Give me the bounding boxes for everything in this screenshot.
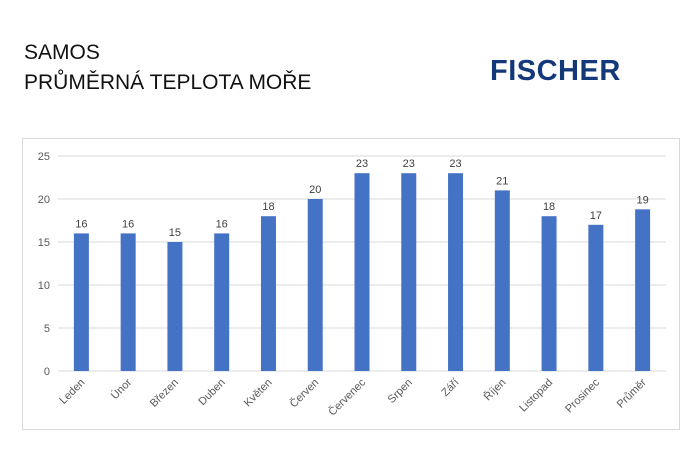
- data-label: 15: [169, 227, 181, 239]
- x-tick-label: Průměr: [615, 376, 649, 410]
- y-tick-label: 20: [38, 194, 50, 206]
- data-label: 16: [75, 218, 87, 230]
- data-label: 23: [449, 158, 461, 170]
- data-label: 18: [543, 201, 555, 213]
- x-tick-label: Leden: [57, 377, 87, 407]
- x-tick-label: Duben: [196, 377, 227, 408]
- bar-7: [354, 173, 370, 371]
- bar-6: [307, 199, 323, 371]
- data-label: 23: [403, 158, 415, 170]
- data-label: 19: [636, 194, 648, 206]
- x-tick-label: Červenec: [326, 376, 369, 419]
- x-tick-label: Září: [439, 377, 461, 399]
- x-tick-label: Prosinec: [563, 376, 602, 415]
- x-tick-label: Květen: [242, 377, 275, 410]
- bar-13: [635, 209, 651, 371]
- data-label: 16: [122, 218, 134, 230]
- bar-8: [401, 173, 417, 371]
- bar-12: [588, 224, 604, 371]
- data-label: 21: [496, 175, 508, 187]
- bar-2: [120, 233, 136, 371]
- x-tick-label: Listopad: [517, 377, 555, 415]
- data-label: 17: [590, 210, 602, 222]
- bar-10: [494, 190, 510, 371]
- bar-3: [167, 242, 183, 371]
- title-line-subject: PRŮMĚRNÁ TEPLOTA MOŘE: [24, 71, 312, 94]
- y-tick-label: 25: [38, 151, 50, 163]
- y-tick-label: 0: [44, 366, 50, 378]
- bar-chart: 0 5 10 15 20 25 16 Leden 16 Únor 15 Březen 16 Duben 18…: [38, 151, 666, 419]
- x-tick-label: Únor: [108, 376, 134, 402]
- bar-4: [214, 233, 230, 371]
- data-label: 23: [356, 158, 368, 170]
- x-tick-label: Srpen: [386, 377, 415, 406]
- data-label: 18: [262, 201, 274, 213]
- y-tick-label: 10: [38, 280, 50, 292]
- x-tick-label: Říjen: [481, 376, 508, 403]
- data-label: 20: [309, 184, 321, 196]
- chart-title: SAMOS PRŮMĚRNÁ TEPLOTA MOŘE: [24, 38, 311, 98]
- y-tick-label: 15: [38, 237, 50, 249]
- bar-5: [260, 216, 276, 371]
- bar-11: [541, 216, 557, 371]
- bar-9: [448, 173, 464, 371]
- x-tick-label: Březen: [148, 377, 181, 410]
- fischer-logo: FISCHER: [490, 55, 621, 87]
- chart-area: 0 5 10 15 20 25 16 Leden 16 Únor 15 Březen 16 Duben 18…: [22, 138, 680, 430]
- title-line-location: SAMOS: [24, 41, 100, 64]
- x-tick-label: Červen: [287, 376, 321, 410]
- bar-1: [73, 233, 89, 371]
- data-label: 16: [216, 218, 228, 230]
- y-tick-label: 5: [44, 323, 50, 335]
